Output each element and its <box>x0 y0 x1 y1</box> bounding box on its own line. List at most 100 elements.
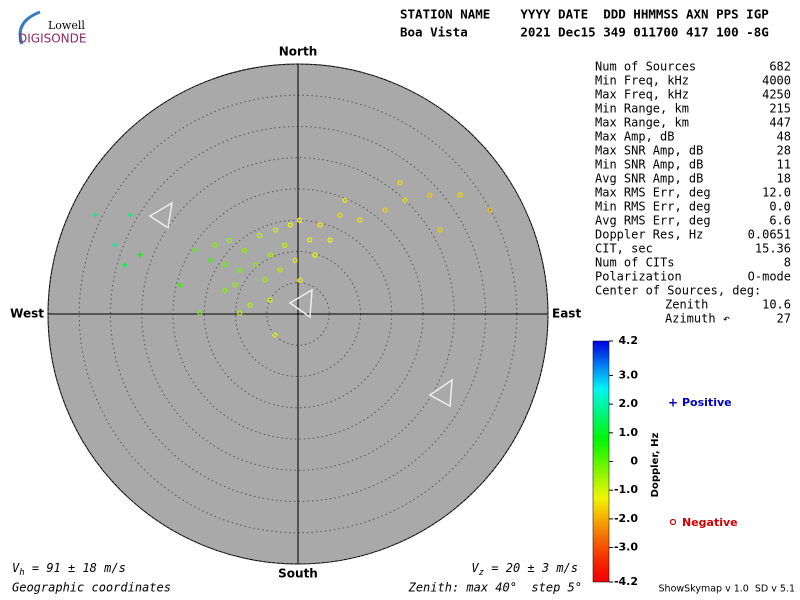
stat-label: Polarization <box>595 270 682 284</box>
direction-label: North <box>279 45 317 59</box>
stat-value: O-mode <box>748 270 791 284</box>
source-negative <box>272 332 278 338</box>
stat-label: Num of CITs <box>595 256 674 270</box>
source-negative <box>282 242 288 248</box>
vh-label: Vh = 91 ± 18 m/s <box>12 561 126 578</box>
stat-label: Min RMS Err, deg <box>595 200 711 214</box>
center-value: 10.6 <box>762 298 791 312</box>
source-positive <box>112 242 118 248</box>
source-negative <box>277 267 283 273</box>
stat-label: Doppler Res, Hz <box>595 228 703 242</box>
stat-label: Num of Sources <box>595 60 696 74</box>
stat-value: 28 <box>777 144 791 158</box>
source-positive <box>92 212 98 218</box>
source-negative <box>342 197 348 203</box>
source-negative <box>241 247 248 253</box>
source-negative <box>247 302 253 308</box>
source-negative <box>252 262 258 268</box>
antenna-marker <box>288 288 313 319</box>
colorbar-tick-label: -3.0 <box>614 541 638 554</box>
source-negative <box>197 310 203 316</box>
colorbar-tick-label: -2.0 <box>614 512 638 525</box>
stat-value: 0.0651 <box>748 228 791 242</box>
center-title: Center of Sources, deg: <box>595 284 761 298</box>
stat-label: Min SNR Amp, dB <box>595 158 703 172</box>
stat-value: 0.0 <box>769 200 791 214</box>
source-negative <box>287 222 293 228</box>
source-negative <box>297 217 303 223</box>
source-negative <box>237 267 243 273</box>
source-negative <box>267 252 274 258</box>
source-negative <box>397 180 403 186</box>
antenna-marker <box>148 201 173 230</box>
legend-symbol <box>669 518 677 526</box>
colorbar <box>592 340 610 583</box>
source-negative <box>357 217 363 223</box>
logo-swoosh <box>18 10 41 45</box>
legend-symbol: + <box>668 396 678 410</box>
stat-value: 4250 <box>762 88 791 102</box>
center-value: 27 <box>777 312 791 326</box>
source-negative <box>212 242 218 248</box>
source-negative <box>222 262 228 268</box>
zenith-note: Zenith: max 40° step 5° <box>408 581 582 595</box>
source-positive <box>122 262 128 268</box>
stat-value: 18 <box>777 172 791 186</box>
stat-value: 12.0 <box>762 186 791 200</box>
colorbar-tick-label: 2.0 <box>619 397 639 410</box>
stat-value: 11 <box>777 158 791 172</box>
stat-label: Max SNR Amp, dB <box>595 144 703 158</box>
source-negative <box>267 297 273 303</box>
stat-value: 215 <box>769 102 791 116</box>
source-negative <box>312 252 318 258</box>
colorbar-tick-label: 4.2 <box>619 334 639 347</box>
source-negative <box>262 277 268 283</box>
source-negative <box>402 197 408 203</box>
source-negative <box>226 237 232 244</box>
colorbar-tick-label: 3.0 <box>619 368 639 381</box>
stat-value: 4000 <box>762 74 791 88</box>
legend-negative: Negative <box>682 516 738 529</box>
source-positive <box>137 252 143 258</box>
stat-value: 48 <box>777 130 791 144</box>
center-label: Azimuth ↶ <box>665 312 730 326</box>
stat-label: Min Range, km <box>595 102 689 116</box>
logo-line1: Lowell <box>48 19 85 32</box>
stat-label: Max Range, km <box>595 116 689 130</box>
stat-label: Max RMS Err, deg <box>595 186 711 200</box>
direction-label: West <box>10 307 44 321</box>
colorbar-tick-label: -1.0 <box>614 483 638 496</box>
source-negative <box>317 222 323 228</box>
source-negative <box>437 227 443 233</box>
vz-label: Vz = 20 ± 3 m/s <box>471 561 578 578</box>
center-label: Zenith <box>665 298 708 312</box>
colorbar-tick-label: 0 <box>630 455 638 468</box>
source-negative <box>292 257 298 263</box>
stat-label: Avg SNR Amp, dB <box>595 172 703 186</box>
antenna-marker <box>428 378 453 408</box>
stat-value: 8 <box>784 256 791 270</box>
stat-value: 6.6 <box>769 214 791 228</box>
stats-panel: Num of Sources 682 Min Freq, kHz 4000 Max Fr… <box>595 60 791 326</box>
stat-value: 15.36 <box>755 242 791 256</box>
legend-positive: Positive <box>682 396 732 409</box>
source-negative <box>307 237 313 243</box>
stat-label: CIT, sec <box>595 242 653 256</box>
logo-line2: DIGISONDE <box>18 32 86 46</box>
source-positive <box>207 257 213 263</box>
direction-label: East <box>552 307 581 321</box>
source-negative <box>487 207 493 213</box>
header-line: Boa Vista 2021 Dec15 349 011700 417 100 … <box>400 25 769 40</box>
colorbar-tick-label: 1.0 <box>619 426 639 439</box>
stat-label: Avg RMS Err, deg <box>595 214 711 228</box>
colorbar-tick-label: -4.2 <box>614 575 638 588</box>
source-positive <box>127 212 133 218</box>
colorbar-label: Doppler, Hz <box>650 433 661 498</box>
source-negative <box>257 232 263 238</box>
source-negative <box>237 310 243 316</box>
source-positive <box>192 247 198 253</box>
plot: North South West East <box>10 45 581 581</box>
source-negative <box>382 207 388 213</box>
source-negative <box>222 287 228 293</box>
